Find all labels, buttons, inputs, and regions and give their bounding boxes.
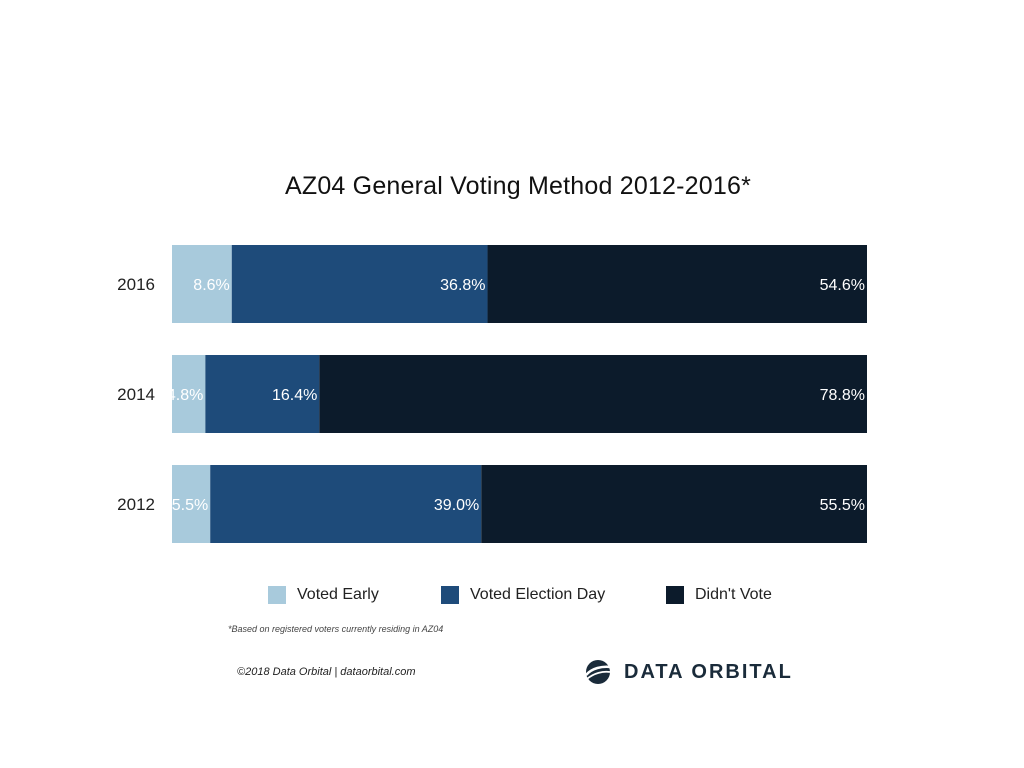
bar-voted-early-2012 (172, 465, 211, 543)
legend-swatch-didnt-vote (666, 586, 684, 604)
data-label-voted-election-day-2012: 39.0% (434, 497, 479, 514)
data-label-voted-election-day-2016: 36.8% (440, 277, 485, 294)
bar-voted-election-day-2012 (210, 465, 482, 543)
logo: DATA ORBITAL (584, 657, 793, 687)
legend-label-voted-early: Voted Early (297, 586, 379, 603)
data-label-voted-early-2014: 4.8% (167, 387, 203, 404)
data-label-voted-early-2016: 8.6% (193, 277, 229, 294)
bar-voted-election-day-2016 (231, 245, 488, 323)
bar-voted-election-day-2014 (205, 355, 320, 433)
credit-link[interactable]: ©2018 Data Orbital | dataorbital.com (237, 666, 416, 678)
y-tick-label-2014: 2014 (117, 385, 155, 404)
data-label-didnt-vote-2014: 78.8% (820, 387, 865, 404)
footnote: *Based on registered voters currently re… (228, 624, 444, 634)
data-label-voted-election-day-2014: 16.4% (272, 387, 317, 404)
data-label-voted-early-2012: 5.5% (172, 497, 208, 514)
legend-swatch-voted-early (268, 586, 286, 604)
bar-didnt-vote-2012 (481, 465, 867, 543)
bar-didnt-vote-2014 (319, 355, 868, 433)
chart-title: AZ04 General Voting Method 2012-2016* (284, 172, 752, 200)
y-tick-label-2012: 2012 (117, 495, 155, 514)
bar-voted-early-2014 (172, 355, 206, 433)
data-label-didnt-vote-2016: 54.6% (820, 277, 865, 294)
legend-label-didnt-vote: Didn't Vote (695, 586, 772, 603)
y-tick-label-2016: 2016 (117, 275, 155, 294)
legend-item-voted-election-day: Voted Election Day (441, 584, 605, 606)
planet-orbit-icon (585, 660, 612, 684)
logo-text: DATA ORBITAL (624, 660, 793, 683)
bar-didnt-vote-2016 (487, 245, 867, 323)
legend-item-didnt-vote: Didn't Vote (666, 584, 772, 606)
data-label-didnt-vote-2012: 55.5% (820, 497, 865, 514)
legend-item-voted-early: Voted Early (268, 584, 379, 606)
legend-swatch-voted-election-day (441, 586, 459, 604)
legend-label-voted-election-day: Voted Election Day (470, 586, 606, 603)
bar-voted-early-2016 (172, 245, 232, 323)
